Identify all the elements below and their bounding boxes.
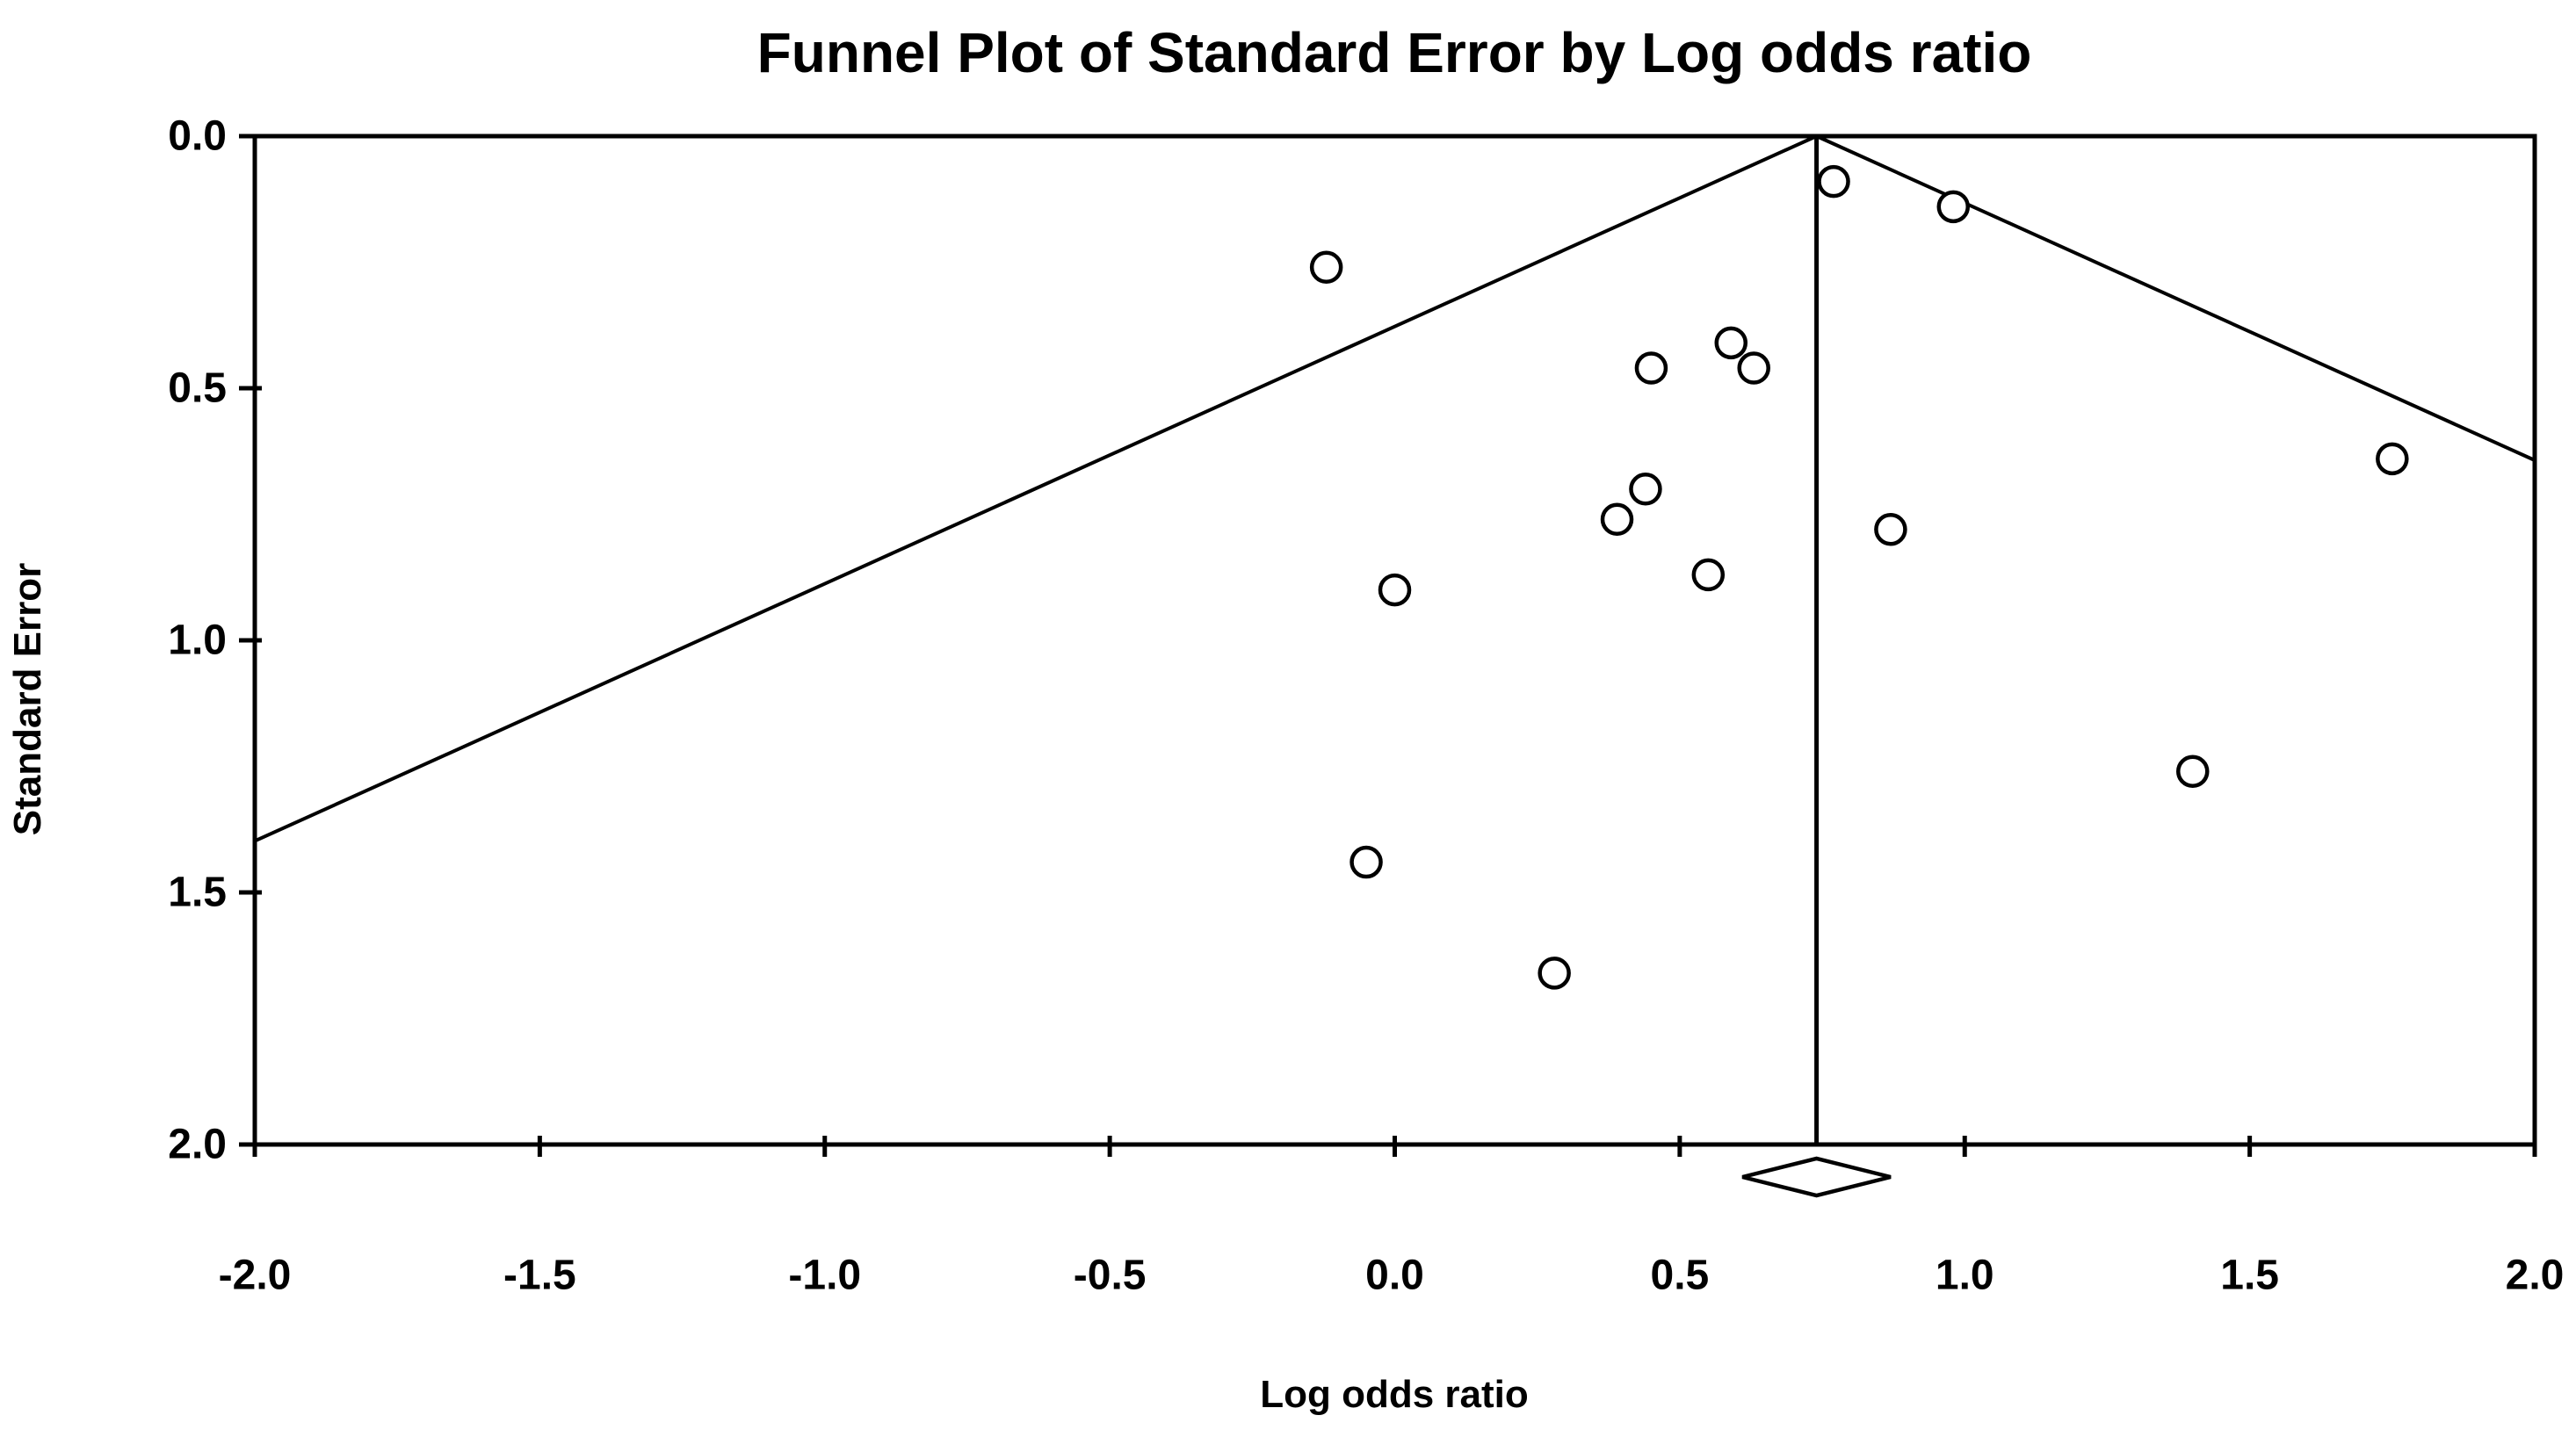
plot-frame bbox=[252, 134, 2537, 1147]
x-tick-label: 0.0 bbox=[1365, 1253, 1424, 1299]
study-point bbox=[1629, 473, 1662, 506]
study-point bbox=[1874, 512, 1907, 546]
x-tick-label: 1.5 bbox=[2220, 1253, 2279, 1299]
study-point bbox=[1737, 351, 1770, 385]
study-point bbox=[1936, 190, 1971, 224]
x-tick-label: -1.5 bbox=[503, 1253, 576, 1299]
x-tick-label: 1.0 bbox=[1936, 1253, 1994, 1299]
x-tick-label: -0.5 bbox=[1074, 1253, 1147, 1299]
plot-layer: 0.0 0.5 1.0 1.5 2.0 -2.0 -1.5 -1.0 -0.5 0.0 0.5 1.0… bbox=[168, 113, 2564, 1299]
study-point bbox=[1350, 845, 1383, 879]
study-point bbox=[1309, 250, 1343, 284]
study-point bbox=[2376, 442, 2409, 476]
study-point bbox=[1817, 164, 1850, 199]
y-tick-label: 0.5 bbox=[168, 365, 227, 412]
x-tick-label: 2.0 bbox=[2506, 1253, 2565, 1299]
y-tick-label: 2.0 bbox=[168, 1122, 227, 1168]
study-point bbox=[2176, 755, 2210, 788]
y-tick-label: 1.0 bbox=[168, 617, 227, 664]
chart-title: Funnel Plot of Standard Error by Log odd… bbox=[757, 21, 2032, 84]
study-point bbox=[1634, 351, 1668, 385]
funnel-right-limit-line bbox=[1815, 134, 2536, 462]
summary-diamond bbox=[1741, 1156, 1892, 1198]
y-tick-label: 0.0 bbox=[168, 113, 227, 160]
funnel-left-limit-line bbox=[254, 134, 1818, 843]
study-point bbox=[1378, 573, 1412, 607]
study-point bbox=[1538, 957, 1571, 990]
x-tick-label: 0.5 bbox=[1651, 1253, 1710, 1299]
x-axis-title: Log odds ratio bbox=[1260, 1373, 1529, 1416]
y-tick-label: 1.5 bbox=[168, 870, 227, 916]
x-tick-label: -2.0 bbox=[219, 1253, 292, 1299]
study-point bbox=[1600, 502, 1634, 536]
study-point bbox=[1691, 558, 1726, 592]
y-axis-title: Standard Error bbox=[6, 563, 49, 836]
x-tick-label: -1.0 bbox=[788, 1253, 861, 1299]
study-point bbox=[1714, 326, 1748, 360]
